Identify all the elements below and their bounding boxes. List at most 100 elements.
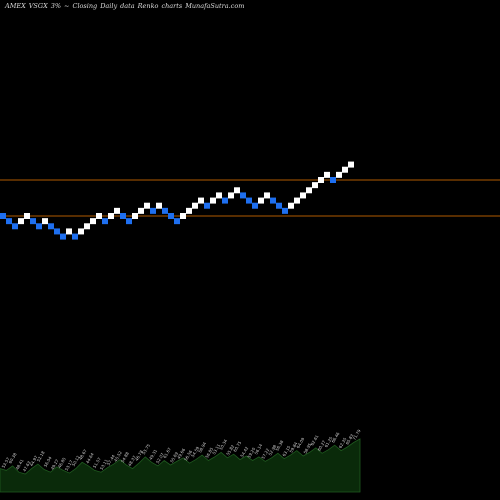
renko-brick-46 bbox=[270, 197, 276, 204]
renko-brick-1 bbox=[0, 213, 6, 219]
volume-label-8: 49.27 bbox=[50, 458, 60, 471]
renko-brick-28 bbox=[162, 207, 168, 214]
volume-label-45: 62.61 bbox=[309, 434, 319, 447]
volume-label-41: 63.15 bbox=[281, 444, 291, 457]
renko-brick-55 bbox=[324, 171, 330, 178]
site-label: MunafaSutra.com bbox=[185, 2, 245, 10]
renko-brick-43 bbox=[252, 202, 258, 209]
renko-brick-40 bbox=[234, 187, 240, 194]
volume-area bbox=[0, 438, 361, 493]
renko-brick-14 bbox=[78, 228, 84, 235]
kind-label: data bbox=[120, 2, 135, 10]
volume-label-24: 61.67 bbox=[162, 446, 172, 459]
volume-label-1: 53.57 bbox=[1, 456, 11, 469]
renko-brick-7 bbox=[36, 223, 42, 230]
volume-label-20: 46.78 bbox=[134, 449, 144, 462]
renko-brick-50 bbox=[294, 197, 300, 204]
volume-label-47: 61.25 bbox=[323, 435, 333, 448]
renko-brick-47 bbox=[276, 202, 282, 209]
renko-brick-34 bbox=[198, 197, 204, 204]
renko-brick-13 bbox=[72, 233, 78, 240]
renko-brick-20 bbox=[114, 207, 120, 214]
volume-label-39: 52.98 bbox=[267, 444, 277, 457]
trend-arrow-label: ~ bbox=[64, 2, 70, 10]
renko-brick-57 bbox=[336, 171, 342, 178]
renko-brick-31 bbox=[180, 213, 186, 219]
renko-brick-6 bbox=[30, 218, 36, 225]
volume-label-44: 58.95 bbox=[302, 442, 312, 455]
renko-brick-12 bbox=[66, 228, 72, 235]
volume-label-40: 56.38 bbox=[274, 439, 284, 452]
volume-label-6: 52.18 bbox=[36, 450, 46, 463]
volume-label-18: 54.88 bbox=[120, 451, 130, 464]
renko-brick-9 bbox=[48, 223, 54, 230]
mode-label: Closing bbox=[72, 2, 98, 10]
volume-label-26: 49.66 bbox=[176, 447, 186, 460]
renko-brick-4 bbox=[18, 218, 24, 225]
renko-brick-48 bbox=[282, 207, 288, 214]
renko-brick-24 bbox=[138, 207, 144, 214]
exchange-label: AMEX bbox=[5, 2, 26, 10]
renko-brick-2 bbox=[6, 218, 12, 225]
volume-label-36: 59.20 bbox=[246, 446, 256, 459]
chart-word-label: charts bbox=[161, 2, 183, 10]
renko-brick-15 bbox=[84, 223, 90, 230]
renko-brick-37 bbox=[216, 192, 222, 199]
volume-label-42: 59.84 bbox=[288, 441, 298, 454]
renko-brick-44 bbox=[258, 197, 264, 204]
renko-brick-36 bbox=[210, 197, 216, 204]
volume-label-38: 57.22 bbox=[260, 447, 270, 460]
volume-label-30: 56.85 bbox=[204, 446, 214, 459]
volume-label-35: 54.42 bbox=[239, 445, 249, 458]
volume-label-22: 49.31 bbox=[148, 448, 158, 461]
renko-brick-30 bbox=[174, 218, 180, 225]
renko-brick-41 bbox=[240, 192, 246, 199]
renko-brick-10 bbox=[54, 228, 60, 235]
volume-label-28: 54.59 bbox=[190, 445, 200, 458]
renko-brick-21 bbox=[120, 213, 126, 219]
volume-label-11: 50.12 bbox=[71, 454, 81, 467]
renko-brick-38 bbox=[222, 197, 228, 204]
volume-label-48: 66.46 bbox=[330, 431, 340, 444]
renko-brick-19 bbox=[108, 213, 114, 219]
renko-brick-26 bbox=[150, 207, 156, 214]
volume-label-46: 60.27 bbox=[316, 439, 326, 452]
renko-brick-27 bbox=[156, 202, 162, 209]
volume-label-17: 45.52 bbox=[113, 450, 123, 463]
renko-brick-18 bbox=[102, 218, 108, 225]
volume-label-15: 53.11 bbox=[99, 458, 109, 471]
renko-brick-53 bbox=[312, 182, 318, 189]
renko-brick-51 bbox=[300, 192, 306, 199]
volume-label-19: 48.37 bbox=[127, 454, 137, 467]
renko-brick-59 bbox=[348, 161, 354, 168]
volume-label-51: 71.79 bbox=[352, 428, 362, 441]
volume-label-50: 65.83 bbox=[345, 433, 355, 446]
volume-label-12: 48.67 bbox=[78, 448, 88, 461]
renko-brick-32 bbox=[186, 207, 192, 214]
renko-brick-11 bbox=[60, 233, 66, 240]
volume-label-10: 53.17 bbox=[64, 459, 74, 472]
renko-brick-39 bbox=[228, 192, 234, 199]
renko-brick-29 bbox=[168, 213, 174, 219]
volume-label-33: 55.82 bbox=[225, 443, 235, 456]
renko-brick-52 bbox=[306, 187, 312, 194]
volume-label-21: 53.75 bbox=[141, 443, 151, 456]
volume-label-4: 47.63 bbox=[22, 460, 32, 473]
renko-brick-22 bbox=[126, 218, 132, 225]
volume-label-34: 60.75 bbox=[232, 440, 242, 453]
change-label: 3% bbox=[50, 2, 62, 10]
volume-label-7: 56.04 bbox=[43, 455, 53, 468]
volume-label-49: 62.35 bbox=[338, 436, 348, 449]
volume-label-13: 44.64 bbox=[85, 452, 95, 465]
volume-label-31: 53.11 bbox=[211, 443, 221, 456]
renko-brick-17 bbox=[96, 213, 102, 219]
volume-label-43: 64.09 bbox=[295, 436, 305, 449]
renko-brick-23 bbox=[132, 213, 138, 219]
volume-label-5: 44.97 bbox=[29, 454, 39, 467]
volume-label-32: 50.34 bbox=[218, 438, 228, 451]
volume-label-16: 57.44 bbox=[106, 453, 116, 466]
volume-label-14: 51.57 bbox=[92, 456, 102, 469]
renko-brick-54 bbox=[318, 177, 324, 183]
symbol-label: VSGX bbox=[28, 2, 48, 10]
